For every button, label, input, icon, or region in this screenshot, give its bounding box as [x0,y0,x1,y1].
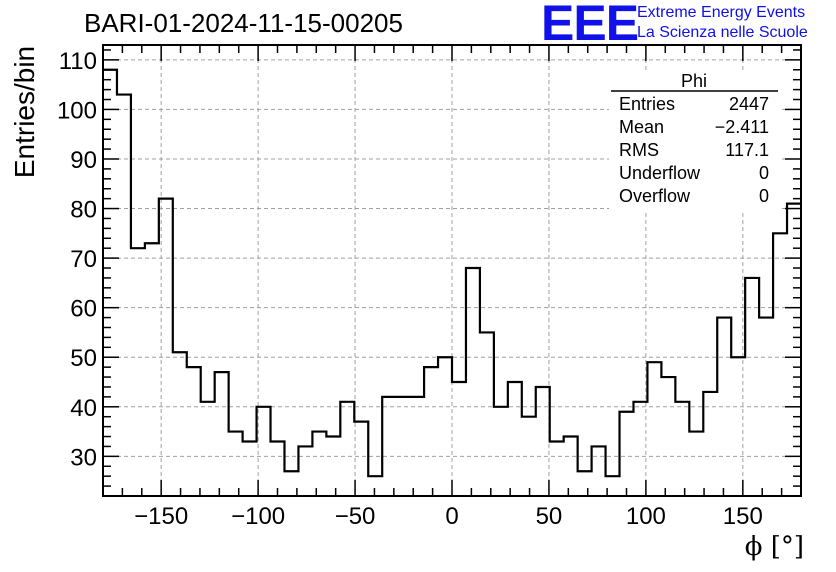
stats-value: −2.411 [715,117,769,137]
stats-value: 117.1 [725,140,769,160]
axis-ticks [102,45,802,496]
y-tick-label: 30 [70,444,97,471]
x-tick-label: −100 [231,503,285,530]
stats-label: Entries [619,94,675,114]
y-tick-label: 80 [70,197,97,224]
y-tick-label: 40 [70,395,97,422]
x-tick-label: 50 [536,503,563,530]
stats-box-bg [609,70,781,210]
y-tick-label: 70 [70,246,97,273]
stats-value: 0 [759,186,769,206]
stats-label: Mean [619,117,664,137]
stats-box: Phi Entries 2447 Mean −2.411 RMS 117.1 Underflo… [609,70,781,210]
stats-label: Overflow [619,186,691,206]
y-tick-label: 110 [59,48,97,75]
stats-label: RMS [619,140,659,160]
y-tick-label: 50 [70,345,97,372]
stats-value: 2447 [729,94,769,114]
stats-label: Underflow [619,163,701,183]
y-tick-label: 100 [57,97,97,124]
x-tick-label: 100 [626,503,666,530]
stats-value: 0 [759,163,769,183]
y-axis-label: Entries/bin [9,45,40,179]
x-tick-label: −50 [335,503,376,530]
logo-line-2: La Scienza nelle Scuole [637,24,808,41]
logo-line-1: Extreme Energy Events [637,4,806,21]
x-tick-label: 150 [723,503,763,530]
x-tick-label: −150 [134,503,188,530]
histogram-line [103,68,801,478]
stats-name: Phi [681,71,707,91]
x-tick-label: 0 [445,503,458,530]
chart-title: BARI-01-2024-11-15-00205 [84,8,403,38]
eee-logo: EEE [541,0,639,51]
x-axis-label: ϕ [°] [744,532,804,562]
tick-labels: −150 −100 −50 0 50 100 150 30 40 50 60 70 80 90 100 110 [57,48,763,530]
y-tick-label: 60 [70,296,97,323]
y-tick-label: 90 [70,147,97,174]
